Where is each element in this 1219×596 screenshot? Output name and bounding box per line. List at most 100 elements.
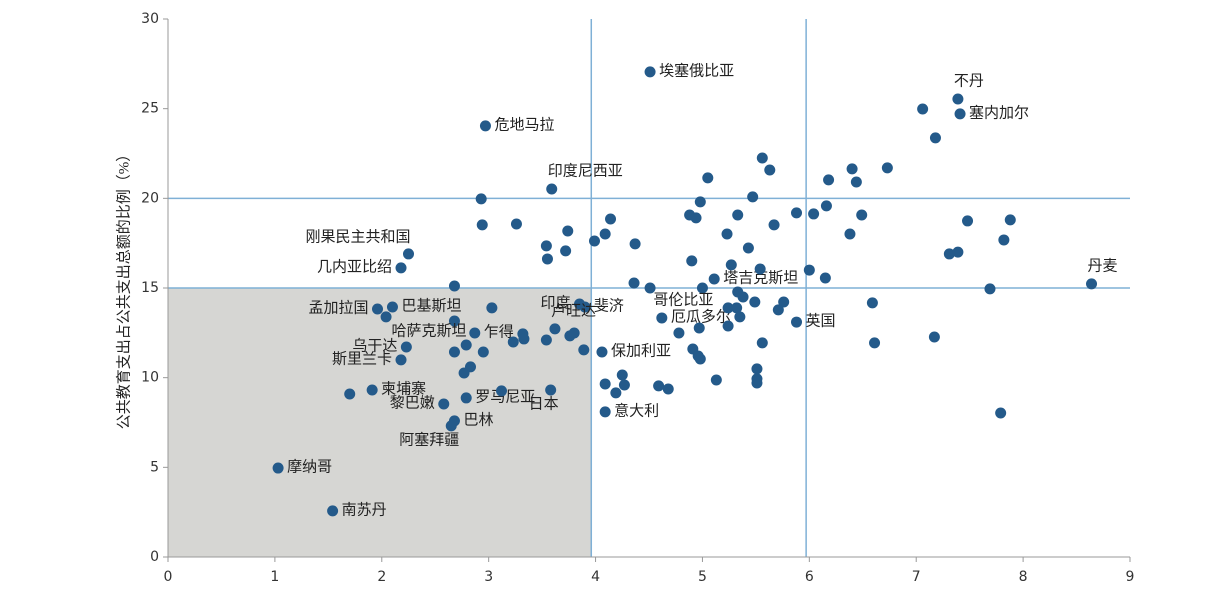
- point: [596, 346, 608, 358]
- point: [448, 315, 460, 327]
- point: [546, 183, 558, 195]
- point: [929, 132, 941, 144]
- point-label: 保加利亚: [611, 342, 671, 359]
- point: [722, 320, 734, 332]
- point: [599, 378, 611, 390]
- point: [808, 208, 820, 220]
- point: [541, 253, 553, 265]
- point-label: 巴基斯坦: [401, 297, 461, 314]
- point: [694, 196, 706, 208]
- point: [395, 262, 407, 274]
- point-label: 印度尼西亚: [548, 162, 623, 179]
- point: [844, 228, 856, 240]
- point-label: 摩纳哥: [287, 457, 332, 475]
- point: [588, 235, 600, 247]
- x-tick-label: 5: [698, 569, 707, 585]
- point-label: 巴林: [463, 411, 493, 428]
- point: [820, 200, 832, 212]
- point: [778, 296, 790, 308]
- point-label: 埃塞俄比亚: [659, 61, 734, 79]
- y-tick-label: 10: [141, 370, 159, 386]
- point: [486, 302, 498, 314]
- point: [803, 264, 815, 276]
- point: [856, 209, 868, 221]
- x-tick-label: 0: [164, 569, 173, 585]
- point: [686, 255, 698, 267]
- point: [366, 384, 378, 396]
- point: [694, 353, 706, 365]
- point: [751, 377, 763, 389]
- point: [737, 291, 749, 303]
- point: [725, 259, 737, 271]
- point: [445, 420, 457, 432]
- point-label: 丹麦: [1088, 257, 1118, 274]
- point: [479, 120, 491, 132]
- y-tick-label: 15: [141, 280, 159, 296]
- point: [540, 334, 552, 346]
- point: [756, 337, 768, 349]
- point-label: 黎巴嫩: [390, 394, 435, 411]
- point: [823, 174, 835, 186]
- point: [599, 406, 611, 418]
- x-tick-label: 9: [1126, 569, 1135, 585]
- x-tick-label: 4: [591, 569, 600, 585]
- point: [943, 248, 955, 260]
- point-label: 意大利: [614, 401, 659, 419]
- point: [662, 383, 674, 395]
- point-label: 乌干达: [352, 337, 397, 354]
- point: [460, 339, 472, 351]
- point: [618, 379, 630, 391]
- point: [952, 246, 964, 258]
- point-label: 哈萨克斯坦: [391, 322, 466, 339]
- point: [560, 245, 572, 257]
- point: [881, 162, 893, 174]
- point-label: 厄瓜多尔: [671, 308, 731, 325]
- point: [458, 367, 470, 379]
- point: [928, 331, 940, 343]
- point: [400, 341, 412, 353]
- point-label: 日本: [529, 395, 559, 412]
- point: [403, 248, 414, 260]
- point: [386, 301, 398, 313]
- x-tick-label: 2: [377, 569, 386, 585]
- point: [708, 273, 720, 285]
- point: [616, 369, 628, 381]
- point: [327, 505, 339, 517]
- point-label: 危地马拉: [494, 116, 554, 133]
- point: [610, 387, 622, 399]
- point-label: 卢旺达: [551, 302, 596, 319]
- x-tick-label: 7: [912, 569, 921, 585]
- point: [507, 336, 519, 348]
- point: [756, 152, 768, 164]
- point: [460, 392, 472, 404]
- point: [731, 302, 743, 314]
- point: [954, 108, 966, 120]
- point: [732, 209, 744, 221]
- point: [656, 312, 668, 324]
- point: [549, 323, 561, 335]
- point: [518, 333, 530, 345]
- point-label: 罗马尼亚: [475, 388, 535, 405]
- point: [438, 398, 450, 410]
- point: [819, 272, 831, 284]
- point-label: 塞内加尔: [969, 103, 1029, 121]
- point: [272, 462, 284, 474]
- point: [644, 282, 656, 294]
- point: [721, 228, 733, 240]
- point: [710, 374, 722, 386]
- point: [344, 388, 356, 400]
- point: [644, 66, 656, 78]
- point: [984, 283, 996, 295]
- point: [448, 280, 460, 292]
- point: [568, 327, 580, 339]
- point: [372, 303, 384, 315]
- point: [749, 296, 761, 308]
- y-tick-label: 0: [150, 549, 159, 565]
- point-label: 英国: [806, 312, 836, 330]
- point: [578, 344, 590, 356]
- point: [952, 93, 964, 105]
- point: [1086, 278, 1098, 290]
- point: [475, 193, 487, 205]
- y-tick-label: 20: [141, 190, 159, 206]
- point: [469, 327, 481, 339]
